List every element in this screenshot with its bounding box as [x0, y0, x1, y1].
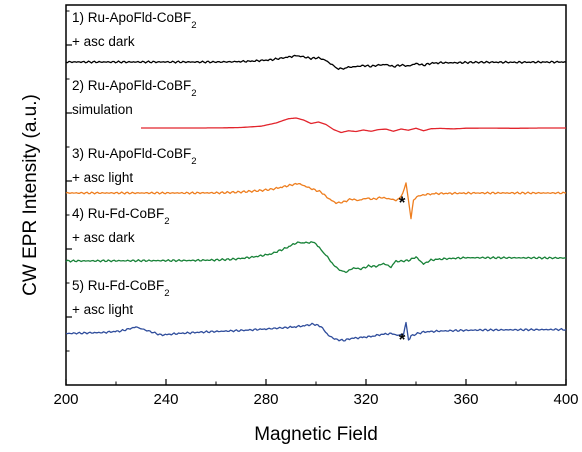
series-label-5: 5) Ru-Fd-CoBF2: [72, 278, 170, 299]
series-line-5: [65, 321, 567, 342]
series-sublabel-4: + asc dark: [72, 230, 135, 245]
x-tick-label-280: 280: [253, 391, 278, 408]
series-line-4: [65, 241, 567, 274]
series-sublabel-3: + asc light: [72, 170, 133, 185]
x-tick-label-200: 200: [53, 391, 78, 408]
annotation-layer: **: [399, 193, 406, 349]
series-sublabel-5: + asc light: [72, 302, 133, 317]
series-label-2: 2) Ru-ApoFld-CoBF2: [72, 78, 197, 99]
x-tick-label-320: 320: [353, 391, 378, 408]
series-line-3: [65, 182, 567, 220]
asterisk-annotation-2: *: [399, 330, 406, 349]
series-sublabel-1: + asc dark: [72, 34, 135, 49]
x-tick-label-240: 240: [153, 391, 178, 408]
series-line-2: [141, 117, 566, 134]
series-label-4: 4) Ru-Fd-CoBF2: [72, 206, 170, 227]
series-line-1: [65, 54, 567, 71]
series-label-3: 3) Ru-ApoFld-CoBF2: [72, 146, 197, 167]
series-label-layer: 1) Ru-ApoFld-CoBF2 + asc dark 2) Ru-ApoFld…: [72, 10, 197, 317]
x-tick-label-400: 400: [553, 391, 578, 408]
x-tick-label-360: 360: [453, 391, 478, 408]
series-label-1: 1) Ru-ApoFld-CoBF2: [72, 10, 197, 31]
series-sublabel-2: simulation: [72, 102, 133, 117]
x-axis-ticks: 200 240 280 320 360 400: [53, 379, 579, 408]
series-layer: [65, 54, 567, 342]
x-axis-title: Magnetic Field: [254, 424, 378, 445]
y-axis-title: CW EPR Intensity (a.u.): [20, 94, 41, 296]
y-axis-ticks: [66, 10, 72, 352]
asterisk-annotation-1: *: [399, 193, 406, 212]
